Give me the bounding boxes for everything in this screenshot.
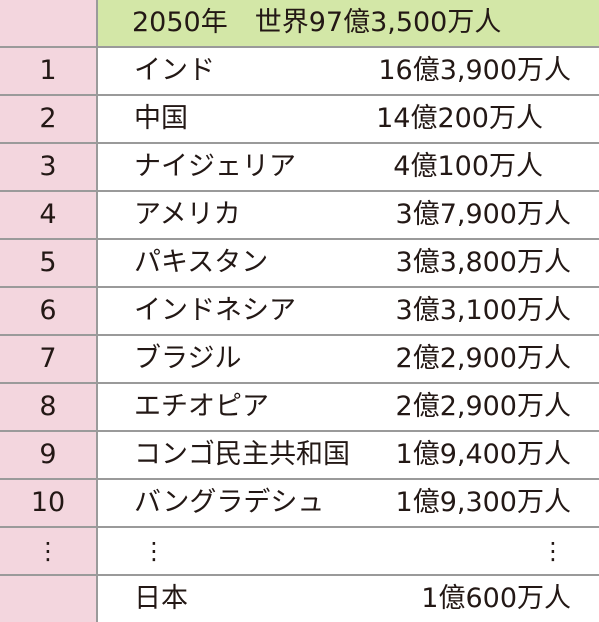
- table-row: 8 エチオピア 2億2,900万人: [0, 382, 599, 431]
- table-row: 7 ブラジル 2億2,900万人: [0, 334, 599, 383]
- population-value: 1億600万人: [421, 583, 571, 614]
- population-value: 1億9,400万人: [395, 439, 571, 470]
- table-row: 2 中国 14億200万人: [0, 94, 599, 143]
- table-header-title: 2050年 世界97億3,500万人: [97, 0, 599, 47]
- rank-cell: 9: [0, 430, 98, 479]
- table-row: 9 コンゴ民主共和国 1億9,400万人: [0, 430, 599, 479]
- population-value: 4億100万人: [393, 151, 543, 182]
- country-name: インド: [134, 55, 215, 86]
- ellipsis-row: ⋮ ⋮ ⋮: [0, 526, 599, 575]
- rank-cell: 4: [0, 190, 98, 239]
- table-row: 5 パキスタン 3億3,800万人: [0, 238, 599, 287]
- table-header-row: 2050年 世界97億3,500万人: [0, 0, 599, 47]
- japan-row: 日本 1億600万人: [0, 574, 599, 622]
- population-value: 3億3,800万人: [395, 247, 571, 278]
- rank-cell: 7: [0, 334, 98, 383]
- country-name: ブラジル: [134, 343, 242, 374]
- rank-cell: 8: [0, 382, 98, 431]
- table-row: 1 インド 16億3,900万人: [0, 46, 599, 95]
- rank-cell: 1: [0, 46, 98, 95]
- rank-cell: 5: [0, 238, 98, 287]
- rank-cell: 10: [0, 478, 98, 527]
- rank-ellipsis: ⋮: [0, 526, 98, 575]
- population-value: 16億3,900万人: [378, 55, 571, 86]
- rank-cell: 6: [0, 286, 98, 335]
- table-row: 10 バングラデシュ 1億9,300万人: [0, 478, 599, 527]
- population-value: 2億2,900万人: [395, 391, 571, 422]
- population-ellipsis: ⋮: [541, 537, 565, 565]
- table-row: 6 インドネシア 3億3,100万人: [0, 286, 599, 335]
- rank-cell: 3: [0, 142, 98, 191]
- table-row: 3 ナイジェリア 4億100万人: [0, 142, 599, 191]
- country-ellipsis: ⋮: [142, 537, 166, 565]
- country-name: エチオピア: [134, 391, 269, 422]
- rank-cell: [0, 574, 98, 622]
- country-name: 日本: [134, 583, 188, 614]
- population-value: 1億9,300万人: [395, 487, 571, 518]
- country-name: アメリカ: [134, 199, 241, 230]
- rank-cell: 2: [0, 94, 98, 143]
- country-name: パキスタン: [134, 247, 269, 278]
- population-value: 3億3,100万人: [395, 295, 571, 326]
- country-name: ナイジェリア: [134, 151, 296, 182]
- country-name: インドネシア: [134, 295, 296, 326]
- population-value: 3億7,900万人: [395, 199, 571, 230]
- population-value: 14億200万人: [376, 103, 543, 134]
- country-name: 中国: [134, 103, 188, 134]
- country-name: バングラデシュ: [134, 487, 325, 518]
- country-name: コンゴ民主共和国: [134, 439, 350, 470]
- header-rank-cell: [0, 0, 98, 47]
- population-value: 2億2,900万人: [395, 343, 571, 374]
- table-row: 4 アメリカ 3億7,900万人: [0, 190, 599, 239]
